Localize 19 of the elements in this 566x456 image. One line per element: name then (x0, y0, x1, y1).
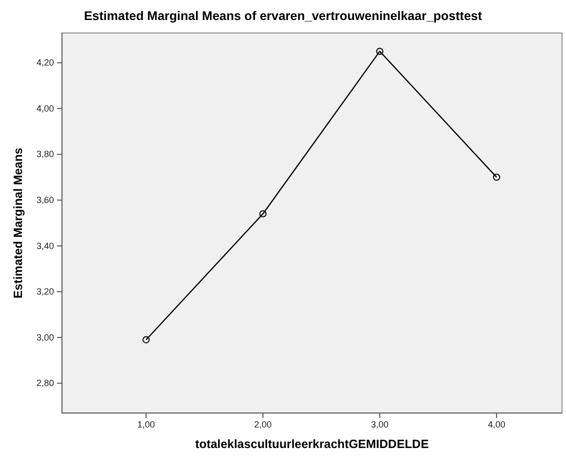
y-tick-label: 3,20 (36, 286, 54, 297)
y-tick-label: 2,80 (36, 378, 54, 388)
point (259, 210, 267, 218)
y-tick-label: 3,80 (36, 149, 54, 160)
point (376, 48, 384, 55)
y-tick-label: 4,20 (36, 58, 54, 68)
x-axis-title: totaleklascultuurleerkrachtGEMIDDELDE (195, 437, 429, 451)
x-tick-label: 4,00 (488, 419, 506, 430)
x-tick-label: 3,00 (370, 419, 389, 430)
chart-title: Estimated Marginal Means of ervaren_vertrouweninelkaar_posttest (84, 9, 483, 23)
y-tick-label: 4,00 (36, 103, 54, 114)
y-tick-label: 3,40 (36, 240, 54, 251)
y-axis-title: Estimated Marginal Means (11, 147, 25, 298)
point (142, 336, 150, 344)
y-tick-label: 3,60 (36, 194, 54, 205)
point (492, 174, 500, 181)
y-tick-label: 3,00 (36, 332, 54, 342)
x-tick-label: 2,00 (254, 419, 272, 430)
x-tick-label: 1,00 (137, 419, 155, 430)
